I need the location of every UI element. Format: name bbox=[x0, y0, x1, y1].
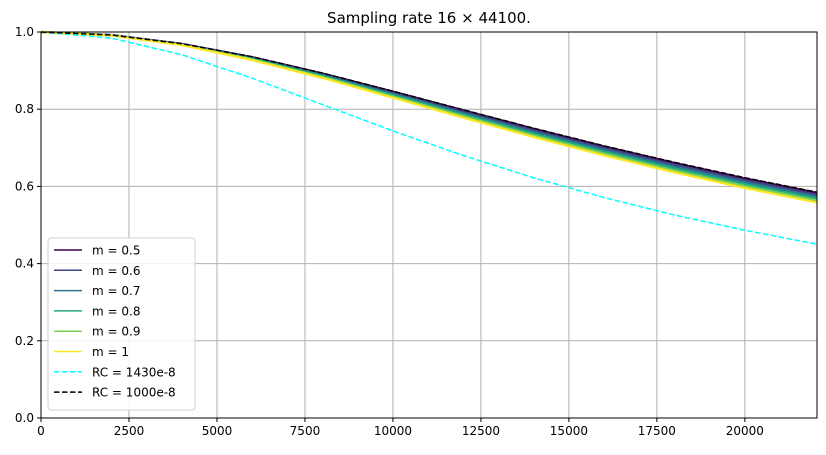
y-tick-label: 0.4 bbox=[15, 257, 34, 271]
y-tick-label: 0.2 bbox=[15, 334, 34, 348]
y-tick-label: 1.0 bbox=[15, 25, 34, 39]
legend-label: m = 0.7 bbox=[92, 284, 140, 298]
y-tick-label: 0.0 bbox=[15, 411, 34, 425]
x-tick-label: 15000 bbox=[550, 424, 588, 438]
legend-label: m = 1 bbox=[92, 345, 129, 359]
legend-label: m = 0.9 bbox=[92, 325, 140, 339]
series-line-5 bbox=[40, 30, 818, 204]
y-tick-label: 0.6 bbox=[15, 179, 34, 193]
series-line-4 bbox=[40, 30, 818, 202]
y-tick-label: 0.8 bbox=[15, 102, 34, 116]
chart-title: Sampling rate 16 × 44100. bbox=[327, 9, 531, 27]
x-tick-label: 5000 bbox=[202, 424, 233, 438]
legend-label: m = 0.5 bbox=[92, 244, 140, 258]
legend-label: RC = 1430e-8 bbox=[92, 365, 176, 379]
x-tick-label: 12500 bbox=[462, 424, 500, 438]
x-tick-label: 10000 bbox=[374, 424, 412, 438]
series-lines bbox=[40, 30, 818, 245]
legend-box bbox=[47, 237, 196, 411]
x-tick-label: 2500 bbox=[114, 424, 145, 438]
legend: m = 0.5 m = 0.6 m = 0.7 m = 0.8 m = 0.9 m = 1… bbox=[47, 237, 196, 411]
axis-ticks: 0 2500 5000 7500 10000 12500 15000 17500 20000 0.… bbox=[15, 25, 764, 438]
series-line-1 bbox=[40, 30, 818, 196]
x-tick-label: 17500 bbox=[638, 424, 676, 438]
plot-frame bbox=[40, 31, 818, 419]
series-line-3 bbox=[40, 30, 818, 200]
legend-label: RC = 1000e-8 bbox=[92, 386, 176, 400]
x-tick-label: 0 bbox=[37, 424, 45, 438]
legend-label: m = 0.6 bbox=[92, 264, 140, 278]
series-line-6 bbox=[40, 31, 818, 245]
legend-label: m = 0.8 bbox=[92, 304, 140, 318]
x-tick-label: 7500 bbox=[290, 424, 321, 438]
series-line-7 bbox=[40, 31, 818, 193]
x-tick-label: 20000 bbox=[726, 424, 764, 438]
series-line-2 bbox=[40, 30, 818, 198]
